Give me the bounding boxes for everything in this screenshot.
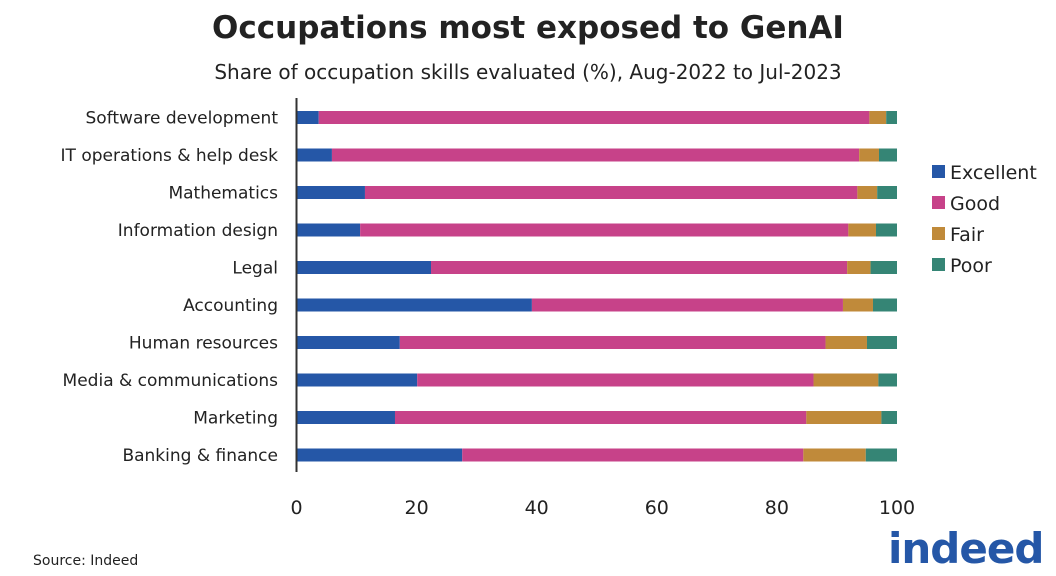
bar-segment-fair: [857, 186, 878, 199]
bar-segment-poor: [878, 148, 897, 162]
bar-segment-excellent: [296, 111, 319, 124]
category-label: Software development: [86, 109, 279, 129]
bar-segment-excellent: [296, 336, 400, 349]
bar-segment-good: [331, 148, 860, 162]
category-label: IT operations & help desk: [61, 146, 279, 166]
legend-label: Fair: [950, 224, 984, 246]
bar-segment-poor: [865, 448, 897, 462]
legend-label: Poor: [950, 255, 992, 277]
x-tick-label: 20: [405, 497, 429, 519]
category-label: Information design: [118, 221, 278, 241]
category-label: Media & communications: [63, 371, 279, 391]
bar-segment-good: [417, 373, 814, 387]
category-label: Banking & finance: [122, 446, 278, 466]
bar-segment-fair: [806, 411, 882, 424]
bar-segment-good: [399, 336, 826, 349]
bar-segment-fair: [847, 261, 871, 274]
x-tick-label: 0: [290, 497, 302, 519]
category-label: Human resources: [129, 334, 278, 354]
bar-segment-excellent: [296, 373, 418, 387]
legend-label: Excellent: [950, 162, 1037, 184]
category-label: Mathematics: [168, 184, 278, 204]
x-tick-label: 100: [879, 497, 915, 519]
bar-segment-poor: [886, 111, 897, 124]
legend-label: Good: [950, 193, 1000, 215]
bar-segment-excellent: [296, 448, 463, 462]
bar-segment-poor: [870, 261, 897, 274]
indeed-logo: indeed: [888, 524, 1044, 573]
bar-segment-excellent: [296, 411, 395, 424]
bar-segment-fair: [825, 336, 867, 349]
category-label: Marketing: [193, 409, 278, 429]
bar-segment-poor: [866, 336, 897, 349]
bar-segment-good: [394, 411, 807, 424]
bar-segment-excellent: [296, 186, 365, 199]
legend-swatch-poor: [932, 258, 945, 271]
bar-segment-fair: [813, 373, 879, 387]
bar-segment-good: [364, 186, 858, 199]
category-label: Legal: [232, 259, 278, 279]
bar-segment-excellent: [296, 148, 332, 162]
bar-segment-good: [431, 261, 848, 274]
x-tick-label: 80: [765, 497, 789, 519]
bar-segment-fair: [859, 148, 879, 162]
x-tick-label: 60: [645, 497, 669, 519]
bar-segment-good: [360, 223, 849, 237]
bar-segment-good: [318, 111, 870, 124]
bar-segment-fair: [869, 111, 887, 124]
bar-segment-poor: [881, 411, 897, 424]
chart-subtitle: Share of occupation skills evaluated (%)…: [214, 60, 842, 84]
bar-segment-fair: [803, 448, 866, 462]
bar-segment-fair: [848, 223, 876, 237]
bar-segment-excellent: [296, 223, 361, 237]
bar-segment-fair: [842, 298, 873, 312]
category-label: Accounting: [183, 296, 278, 316]
source-note: Source: Indeed: [33, 553, 139, 569]
x-tick-label: 40: [525, 497, 549, 519]
chart-title: Occupations most exposed to GenAI: [212, 10, 844, 46]
legend-swatch-good: [932, 196, 945, 209]
bar-segment-poor: [877, 186, 897, 199]
bar-segment-good: [531, 298, 843, 312]
bar-segment-poor: [875, 223, 897, 237]
legend-swatch-excellent: [932, 165, 945, 178]
bar-segment-excellent: [296, 298, 532, 312]
bar-segment-poor: [872, 298, 897, 312]
legend-swatch-fair: [932, 227, 945, 240]
bar-segment-poor: [878, 373, 897, 387]
bar-segment-excellent: [296, 261, 432, 274]
bar-segment-good: [462, 448, 804, 462]
